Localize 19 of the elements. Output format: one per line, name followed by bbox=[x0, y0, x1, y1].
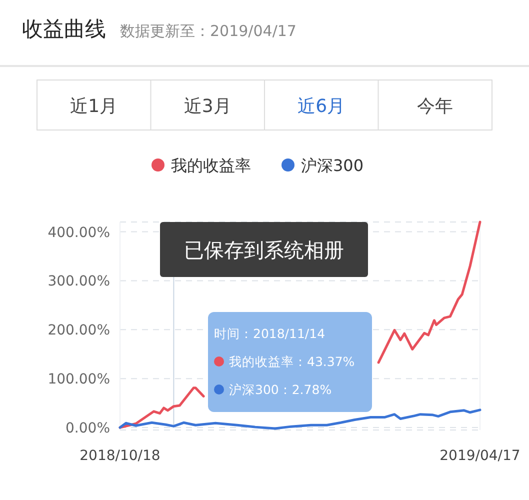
chart-title: 收益曲线 bbox=[22, 17, 106, 41]
x-tick-label: 2019/04/17 bbox=[440, 448, 520, 464]
annotation: 我的收益率：43.37% bbox=[229, 354, 355, 369]
legend-label: 我的收益率 bbox=[171, 156, 251, 175]
annotation: 沪深300：2.78% bbox=[229, 382, 332, 397]
y-tick-label: 0.00% bbox=[66, 420, 110, 437]
toast: 已保存到系统相册 bbox=[160, 222, 368, 277]
y-tick-label: 300.00% bbox=[48, 274, 110, 290]
line-series bbox=[118, 408, 482, 430]
y-tick-label: 100.00% bbox=[48, 372, 110, 388]
tooltip: 时间：2018/11/14 我的收益率：43.37% 沪深300：2.78% bbox=[208, 312, 372, 412]
x-tick-label: 2018/10/18 bbox=[80, 448, 160, 464]
annotation: 已保存到系统相册 bbox=[184, 238, 344, 262]
chart-subtitle: 数据更新至：2019/04/17 bbox=[120, 22, 296, 40]
y-tick-label: 400.00% bbox=[48, 224, 110, 241]
annotation: 时间：2018/11/14 bbox=[214, 326, 326, 341]
y-tick-label: 200.00% bbox=[48, 322, 110, 339]
tabs: 近1月 近3月 近6月 今年 bbox=[36, 80, 492, 130]
legend-label: 沪深300 bbox=[301, 156, 364, 175]
